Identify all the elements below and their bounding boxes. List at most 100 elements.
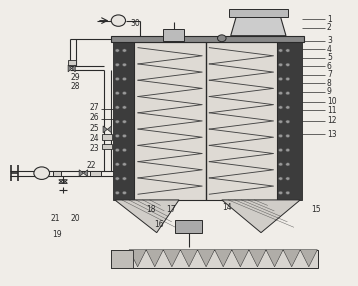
Circle shape	[115, 63, 119, 66]
Bar	[68, 59, 76, 65]
Circle shape	[115, 177, 119, 180]
Text: 4: 4	[327, 45, 332, 53]
Circle shape	[279, 163, 282, 166]
Bar	[102, 134, 112, 140]
Text: 19: 19	[52, 230, 62, 239]
Circle shape	[286, 78, 290, 81]
Bar	[229, 9, 288, 17]
Circle shape	[115, 163, 119, 166]
Circle shape	[286, 106, 290, 109]
Circle shape	[122, 134, 126, 138]
Circle shape	[122, 78, 126, 81]
Text: 20: 20	[70, 214, 80, 223]
Circle shape	[122, 120, 126, 123]
Polygon shape	[107, 126, 112, 133]
Circle shape	[279, 92, 282, 95]
Circle shape	[122, 148, 126, 152]
Text: 14: 14	[222, 202, 231, 212]
Circle shape	[286, 177, 290, 180]
Text: 8: 8	[327, 79, 332, 88]
Polygon shape	[115, 200, 179, 233]
Circle shape	[115, 49, 119, 52]
Bar	[113, 42, 134, 200]
Circle shape	[115, 191, 119, 194]
Text: 7: 7	[327, 70, 332, 79]
Text: 5: 5	[327, 53, 332, 62]
Text: 1: 1	[327, 15, 332, 24]
Text: 21: 21	[50, 214, 60, 223]
Polygon shape	[83, 170, 88, 176]
Circle shape	[122, 63, 126, 66]
Text: 22: 22	[86, 161, 96, 170]
Text: 15: 15	[311, 205, 320, 214]
Text: 2: 2	[327, 23, 332, 32]
Bar	[90, 171, 101, 176]
Circle shape	[279, 120, 282, 123]
Text: 13: 13	[327, 130, 337, 139]
Text: 27: 27	[90, 103, 100, 112]
Polygon shape	[198, 250, 215, 267]
Circle shape	[279, 78, 282, 81]
Polygon shape	[79, 170, 83, 176]
Circle shape	[286, 49, 290, 52]
Text: 28: 28	[70, 82, 80, 91]
Text: 29: 29	[70, 73, 80, 82]
Circle shape	[279, 63, 282, 66]
Text: 11: 11	[327, 106, 337, 115]
Circle shape	[122, 92, 126, 95]
Circle shape	[279, 177, 282, 180]
Circle shape	[122, 191, 126, 194]
Circle shape	[286, 63, 290, 66]
Polygon shape	[266, 250, 283, 267]
Circle shape	[111, 15, 126, 26]
Circle shape	[122, 106, 126, 109]
Circle shape	[115, 148, 119, 152]
Circle shape	[115, 78, 119, 81]
Bar	[277, 42, 302, 200]
Circle shape	[279, 134, 282, 138]
Bar	[102, 144, 112, 149]
Polygon shape	[68, 65, 72, 72]
Bar	[163, 29, 184, 41]
Polygon shape	[232, 250, 249, 267]
Polygon shape	[72, 65, 75, 72]
Circle shape	[286, 92, 290, 95]
Circle shape	[286, 134, 290, 138]
Polygon shape	[300, 250, 317, 267]
Circle shape	[286, 120, 290, 123]
Bar	[53, 171, 61, 176]
Polygon shape	[231, 17, 286, 36]
Circle shape	[279, 148, 282, 152]
Polygon shape	[283, 250, 300, 267]
Circle shape	[122, 177, 126, 180]
Circle shape	[218, 35, 226, 42]
Circle shape	[279, 49, 282, 52]
Bar	[134, 42, 277, 200]
Text: 16: 16	[154, 220, 164, 229]
Bar	[111, 250, 318, 268]
Polygon shape	[146, 250, 163, 267]
Text: 25: 25	[90, 124, 100, 133]
Polygon shape	[129, 250, 146, 267]
Text: 24: 24	[90, 134, 100, 143]
Text: 9: 9	[327, 87, 332, 96]
Circle shape	[286, 191, 290, 194]
Circle shape	[115, 106, 119, 109]
Circle shape	[279, 106, 282, 109]
Text: 10: 10	[327, 97, 337, 106]
Polygon shape	[222, 200, 300, 233]
Circle shape	[279, 191, 282, 194]
Polygon shape	[103, 126, 107, 133]
Circle shape	[115, 92, 119, 95]
Circle shape	[286, 148, 290, 152]
Text: 6: 6	[327, 62, 332, 71]
Polygon shape	[180, 250, 198, 267]
Polygon shape	[215, 250, 232, 267]
Circle shape	[122, 163, 126, 166]
Polygon shape	[163, 250, 180, 267]
Bar	[111, 36, 304, 42]
Circle shape	[115, 120, 119, 123]
Circle shape	[34, 167, 49, 179]
Circle shape	[122, 49, 126, 52]
Circle shape	[115, 134, 119, 138]
